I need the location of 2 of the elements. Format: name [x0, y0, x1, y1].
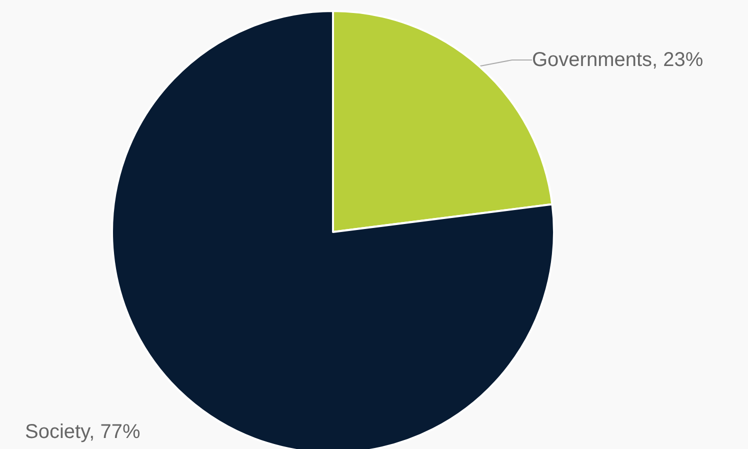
- slice-label: Society, 77%: [25, 421, 140, 443]
- slice-label: Governments, 23%: [532, 49, 704, 71]
